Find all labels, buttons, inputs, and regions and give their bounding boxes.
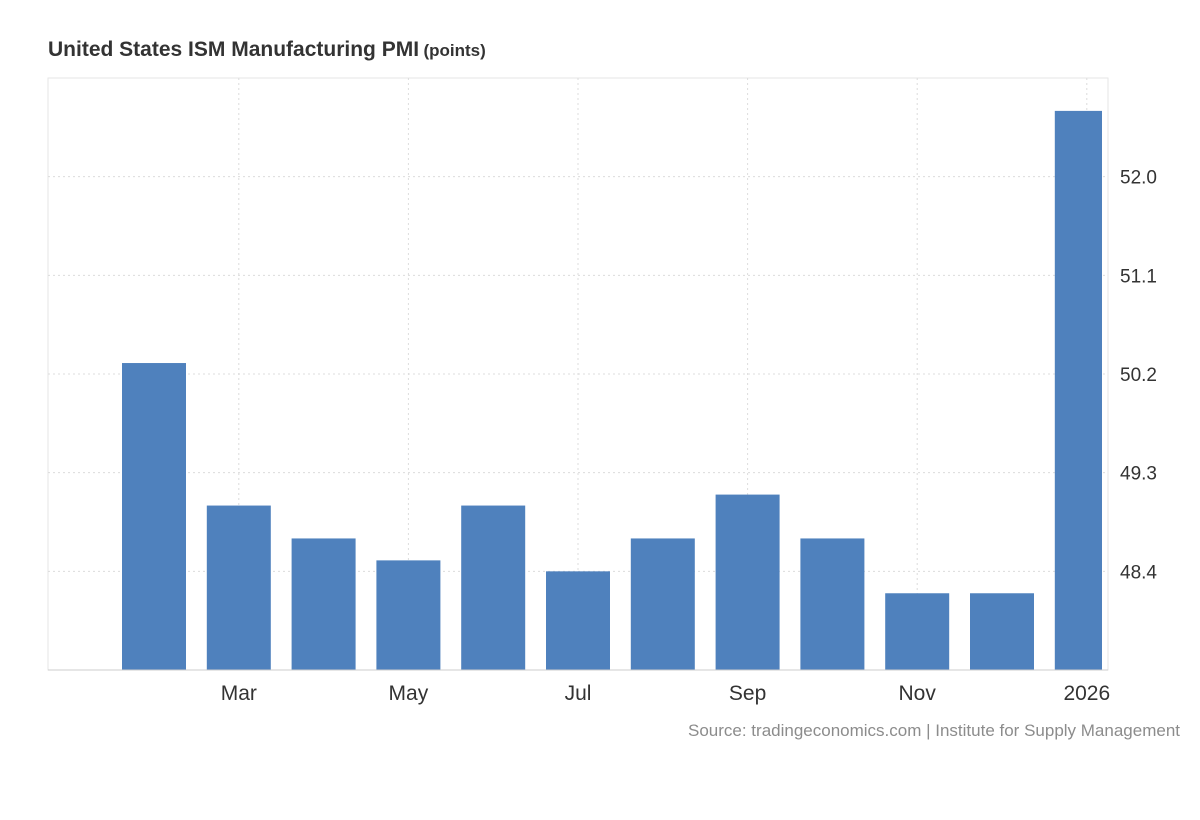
bar [1054,110,1102,670]
bar [122,363,186,670]
y-tick-label: 51.1 [1120,266,1157,287]
x-tick-label: Nov [899,682,937,705]
chart-title-block: United States ISM Manufacturing PMI (poi… [48,38,486,62]
y-tick-label: 50.2 [1120,365,1157,386]
bar [376,560,441,670]
y-tick-label: 49.3 [1120,464,1157,485]
x-tick-label: Mar [221,682,257,705]
bar [546,571,610,670]
bar [461,505,526,670]
bar [206,505,271,670]
bar [715,494,780,670]
x-tick-label: Jul [565,682,592,705]
x-tick-label: May [389,682,429,705]
bar [970,593,1034,670]
x-tick-label: 2026 [1063,682,1110,705]
chart-unit: (points) [423,41,486,60]
chart-title: United States ISM Manufacturing PMI [48,38,420,61]
bar [885,593,950,670]
source-note: Source: tradingeconomics.com | Institute… [688,721,1180,740]
bar [800,538,865,670]
y-tick-label: 48.4 [1120,562,1157,583]
bar [291,538,356,670]
bar [630,538,695,670]
y-tick-label: 52.0 [1120,168,1157,189]
x-tick-label: Sep [729,682,766,705]
